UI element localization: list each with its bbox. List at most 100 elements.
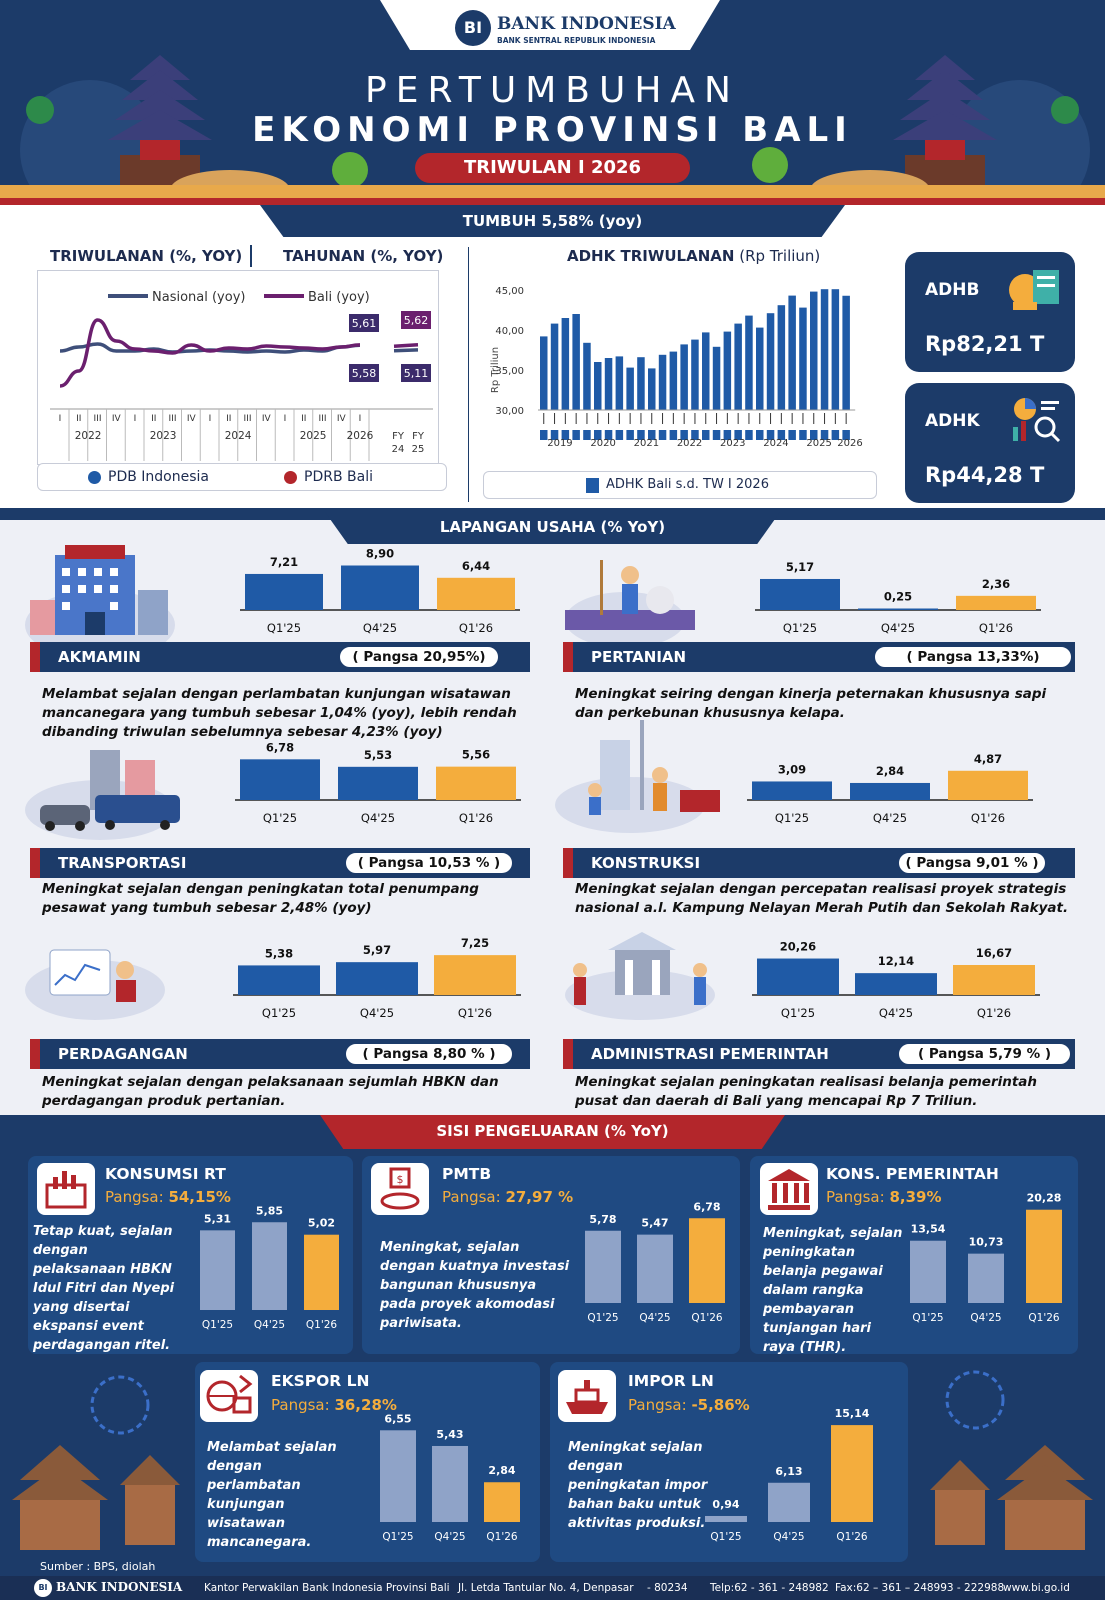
expenditure-value-label: 5,85 <box>256 1204 283 1217</box>
expenditure-bar <box>585 1230 621 1303</box>
share-label: Pangsa: <box>442 1188 501 1206</box>
sector-value-label: 8,90 <box>366 547 394 561</box>
adhk-bar <box>831 289 840 440</box>
sector-bar <box>245 573 323 610</box>
sector-name-pertanian: PERTANIAN <box>591 648 687 666</box>
sector-quarter-label: Q4'25 <box>360 1006 394 1020</box>
sector-value-label: 5,56 <box>462 748 490 762</box>
share-text: ( Pangsa 9,01 % ) <box>905 855 1039 871</box>
sector-name-konstruksi: KONSTRUKSI <box>591 854 701 872</box>
sector-value-label: 16,67 <box>976 946 1012 960</box>
sector-name-administrasi: ADMINISTRASI PEMERINTAH <box>591 1045 829 1063</box>
analytics-icon <box>1013 398 1061 443</box>
sector-name-transportasi: TRANSPORTASI <box>58 854 187 872</box>
pengeluaran-ribbon: SISI PENGELUARAN (% YoY) <box>320 1115 785 1149</box>
expenditure-quarter-label: Q1'26 <box>691 1312 723 1324</box>
footer-org: BANK INDONESIA <box>56 1580 183 1594</box>
expenditure-value-label: 20,28 <box>1027 1192 1062 1205</box>
adhk-ytick-label: 45,00 <box>495 286 524 297</box>
sector-quarter-label: Q1'25 <box>781 1006 815 1020</box>
card-share-kons-pemerintah: Pangsa: 8,39% <box>826 1188 941 1206</box>
share-label: Pangsa: <box>826 1188 885 1206</box>
sector-bar <box>752 781 832 800</box>
sector-value-label: 3,09 <box>778 762 806 776</box>
fy-tick-label: FY <box>412 431 425 442</box>
sector-quarter-label: Q4'25 <box>361 811 395 825</box>
kpi-adhb-label: ADHB <box>925 280 980 300</box>
kpi-adhk-label: ADHK <box>925 411 980 431</box>
quarter-tick-label: I <box>134 414 137 424</box>
adhk-title-unit: (Rp Triliun) <box>739 247 821 265</box>
year-tick-label: 2025 <box>300 430 327 442</box>
fy-tick-label-year: 25 <box>412 444 425 455</box>
sector-quarter-label: Q1'26 <box>459 621 493 635</box>
kpi-adhb-card: ADHB Rp82,21 T <box>905 252 1075 372</box>
adhk-legend-text: ADHK Bali s.d. TW I 2026 <box>606 477 769 492</box>
sector-bar <box>434 955 516 995</box>
card-share-konsumsi: Pangsa: 54,15% <box>105 1188 231 1206</box>
lapangan-usaha-section <box>0 520 1105 1115</box>
adhk-bar <box>820 289 829 440</box>
expenditure-bar <box>705 1515 747 1522</box>
card-desc-kons-pemerintah: Meningkat, sejalan peningkatan belanja p… <box>763 1226 903 1355</box>
sector-share-administrasi: ( Pangsa 5,79 % ) <box>897 1042 1072 1066</box>
expenditure-quarter-label: Q1'26 <box>306 1319 338 1331</box>
legend-pdb-dot <box>88 471 101 484</box>
sector-desc-konstruksi: Meningkat sejalan dengan percepatan real… <box>575 881 1069 916</box>
quarter-tick-label: II <box>226 414 231 424</box>
footer-bar <box>0 1576 1105 1600</box>
adhk-bar <box>572 314 580 440</box>
sector-quarter-label: Q1'26 <box>979 621 1013 635</box>
left-chart-title-quarterly: TRIWULANAN (%, YOY) <box>50 247 243 265</box>
callout-fy-nas: 5,11 <box>404 367 429 380</box>
expenditure-bar <box>637 1234 673 1303</box>
expenditure-value-label: 5,02 <box>308 1217 335 1230</box>
sector-quarter-label: Q1'26 <box>458 1006 492 1020</box>
government-illustration <box>565 932 715 1020</box>
sector-share-pertanian: ( Pangsa 13,33%) <box>873 645 1073 669</box>
adhk-bar-chart-svg: Rp Triliun 45,00 40,00 35,00 30,00 2019 2020 2… <box>490 286 863 449</box>
sector-value-label: 0,25 <box>884 590 912 604</box>
card-title-konsumsi: KONSUMSI RT <box>105 1165 226 1183</box>
legend-pdrb-dot <box>284 471 297 484</box>
adhk-year-label: 2025 <box>806 438 831 449</box>
adhk-bar <box>777 305 786 440</box>
bi-logo-icon: BI <box>455 10 491 46</box>
sector-bar <box>757 958 839 995</box>
adhk-bar <box>842 295 850 440</box>
callout-box <box>401 311 431 329</box>
quarter-tick-label: I <box>284 414 287 424</box>
expenditure-value-label: 10,73 <box>969 1236 1004 1249</box>
adhk-bar <box>723 331 732 440</box>
annual-line-nasional <box>393 348 419 353</box>
sector-quarter-label: Q1'26 <box>459 811 493 825</box>
callout-nasional-q: 5,61 <box>352 317 377 330</box>
quarter-tick-label: IV <box>112 414 122 424</box>
expenditure-value-label: 2,84 <box>488 1464 515 1477</box>
expenditure-quarter-label: Q1'25 <box>587 1312 618 1324</box>
share-value: -5,86% <box>691 1396 750 1414</box>
sector-share-akmamin: ( Pangsa 20,95%) <box>338 645 500 669</box>
adhk-bar <box>691 339 699 440</box>
temple-left-illustration <box>12 1375 180 1550</box>
quarter-tick-label: IV <box>187 414 197 424</box>
sector-bar <box>338 766 418 800</box>
quarter-tick-label: II <box>151 414 156 424</box>
sector-bar <box>336 962 418 995</box>
expenditure-quarter-label: Q1'26 <box>1028 1312 1060 1324</box>
sector-value-label: 7,21 <box>270 555 298 569</box>
sector-bar <box>850 782 930 800</box>
adhk-ytick-label: 40,00 <box>495 326 524 337</box>
expenditure-bar <box>831 1425 873 1522</box>
adhk-year-label: 2019 <box>547 438 572 449</box>
expenditure-value-label: 6,13 <box>775 1465 802 1478</box>
left-chart-title-annual: TAHUNAN (%, YOY) <box>283 247 444 265</box>
card-desc-konsumsi: Tetap kuat, sejalan dengan pelaksanaan H… <box>33 1224 175 1353</box>
share-text: ( Pangsa 8,80 % ) <box>362 1046 496 1062</box>
period-badge: TRIWULAN I 2026 <box>415 153 690 183</box>
sector-bar <box>855 973 937 995</box>
adhk-bar <box>799 307 807 440</box>
share-label: Pangsa: <box>105 1188 164 1206</box>
lapangan-ribbon: LAPANGAN USAHA (% YoY) <box>325 512 780 544</box>
expenditure-bar <box>768 1482 810 1522</box>
